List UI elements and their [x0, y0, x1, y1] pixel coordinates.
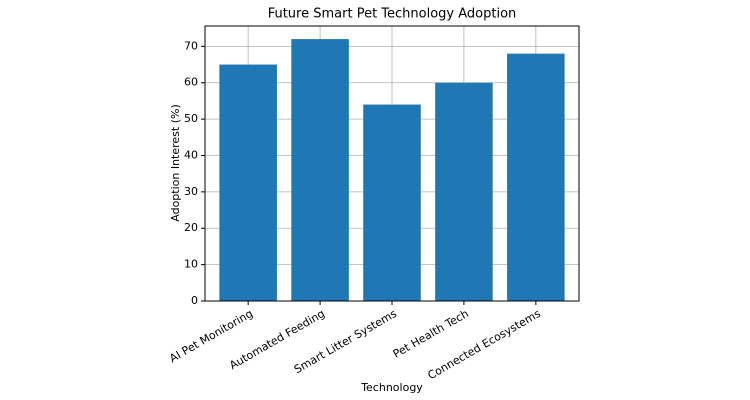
- chart-title: Future Smart Pet Technology Adoption: [268, 7, 517, 22]
- bar: [291, 39, 349, 301]
- bar: [507, 53, 565, 301]
- bar: [435, 82, 493, 301]
- bar: [219, 64, 277, 302]
- plot-frame: [204, 25, 580, 302]
- y-tick-label: 60: [184, 76, 198, 89]
- y-tick-label: 70: [184, 39, 198, 52]
- y-tick-label: 10: [184, 258, 198, 271]
- y-axis-label: Adoption Interest (%): [169, 104, 182, 222]
- y-tick-label: 40: [184, 148, 198, 161]
- y-tick-label: 20: [184, 221, 198, 234]
- y-tick-label: 30: [184, 185, 198, 198]
- x-axis-label: Technology: [360, 381, 423, 394]
- bar: [363, 104, 421, 301]
- y-tick-label: 0: [191, 294, 198, 307]
- y-tick-label: 50: [184, 112, 198, 125]
